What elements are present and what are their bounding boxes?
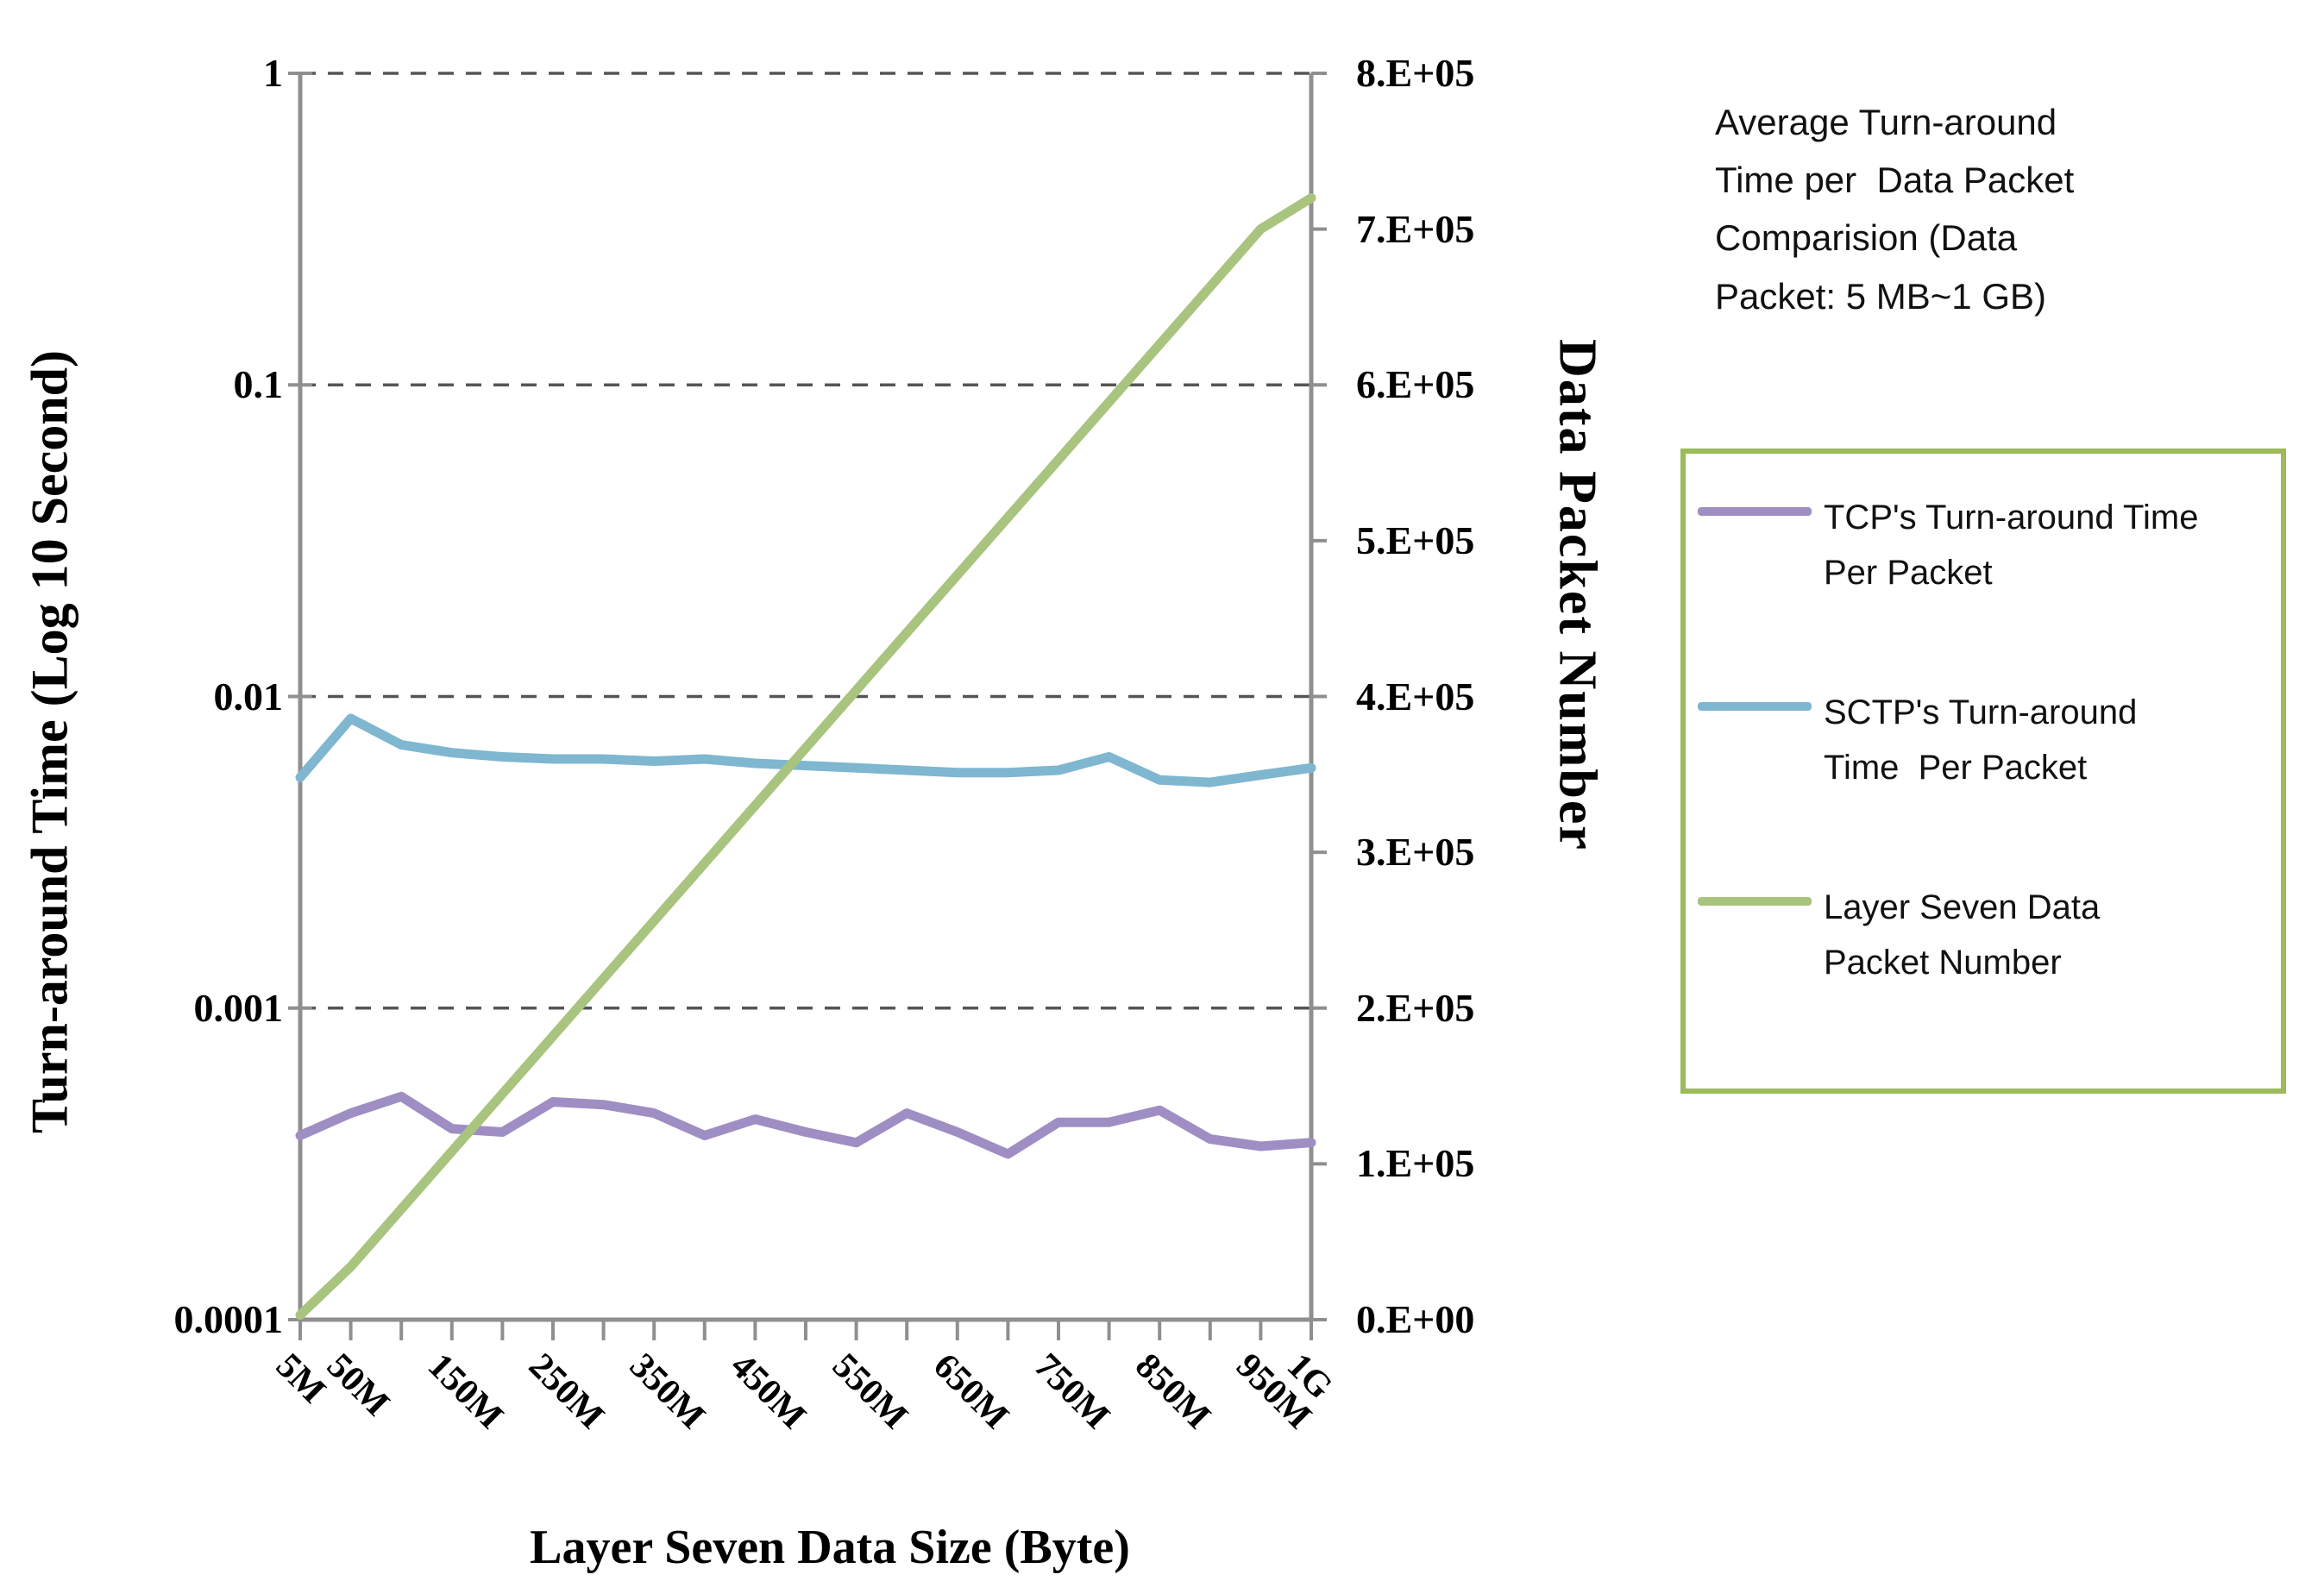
y-right-tick-label: 0.E+00 — [1356, 1297, 1475, 1341]
y-left-tick-label: 0.0001 — [173, 1297, 284, 1341]
x-axis-title: Layer Seven Data Size (Byte) — [530, 1521, 1130, 1574]
chart-title: Average Turn-around Time per Data Packet… — [1715, 102, 2075, 317]
y-right-tick-label: 8.E+05 — [1356, 51, 1475, 95]
right-axis-title: Data Packet Number — [1548, 339, 1607, 851]
legend-label-layer-seven: Layer Seven Data Packet Number — [1824, 888, 2101, 982]
y-right-tick-label: 7.E+05 — [1356, 206, 1475, 251]
layer-seven-line-swatch — [1698, 897, 1812, 906]
y-left-tick-label: 0.01 — [213, 674, 284, 718]
sctp-line-swatch — [1698, 702, 1812, 711]
left-axis-title: Turn-around Time (Log 10 Second) — [21, 350, 79, 1133]
series-line-1 — [295, 713, 1316, 787]
y-left-tick-label: 0.1 — [233, 362, 284, 407]
y-left-tick-label: 0.001 — [193, 985, 284, 1030]
y-right-tick-label: 5.E+05 — [1356, 518, 1475, 562]
tcp-line-swatch — [1698, 507, 1812, 516]
legend-label-sctp: SCTP's Turn-around Time Per Packet — [1824, 693, 2138, 787]
legend-label-tcp: TCP's Turn-around Time Per Packet — [1824, 499, 2199, 592]
y-right-tick-label: 4.E+05 — [1356, 674, 1475, 718]
series-line-2 — [295, 193, 1316, 1321]
y-right-tick-label: 1.E+05 — [1356, 1141, 1475, 1186]
y-left-tick-label: 1 — [263, 51, 283, 95]
y-right-tick-label: 2.E+05 — [1356, 985, 1475, 1030]
legend-box: TCP's Turn-around Time Per Packet SCTP's… — [1680, 449, 2286, 1094]
y-right-tick-label: 3.E+05 — [1356, 830, 1475, 875]
y-right-tick-label: 6.E+05 — [1356, 362, 1475, 407]
